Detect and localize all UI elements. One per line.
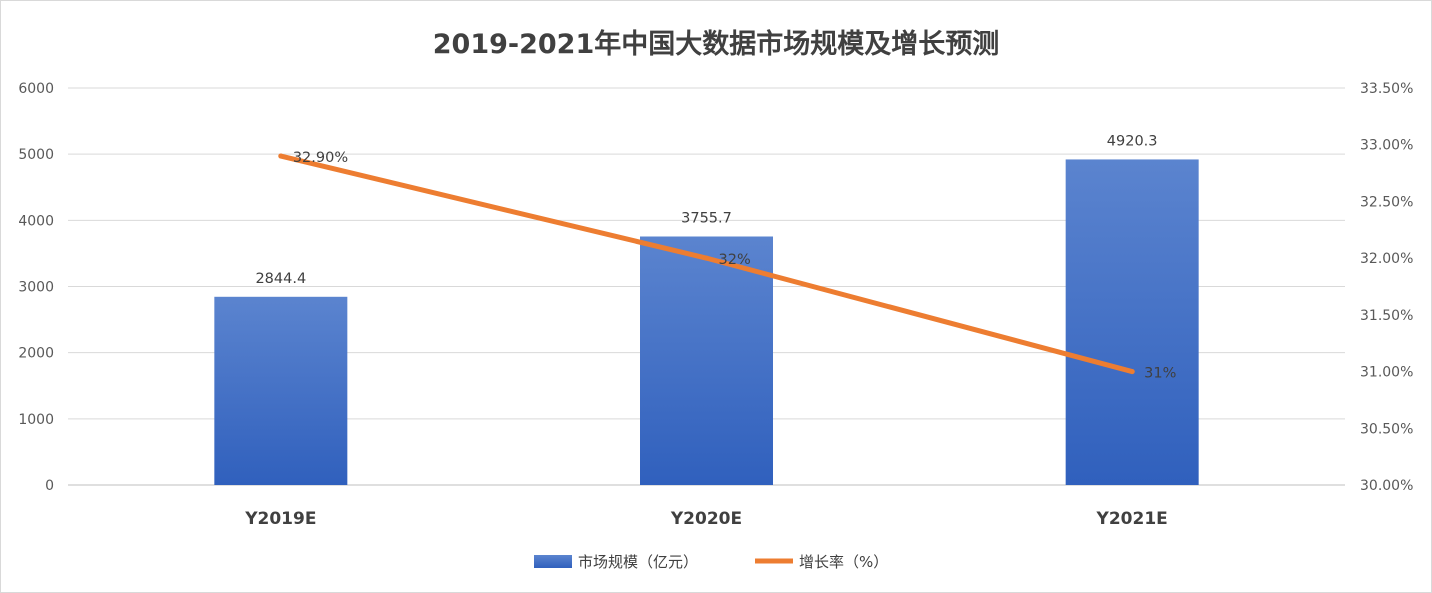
left-axis-tick-label: 2000 <box>18 346 54 362</box>
right-axis-tick-label: 32.50% <box>1360 194 1413 210</box>
right-axis-tick-label: 30.50% <box>1360 421 1413 437</box>
left-axis-tick-label: 5000 <box>18 147 54 163</box>
right-axis-tick-label: 30.00% <box>1360 478 1413 494</box>
legend-bar-label: 市场规模（亿元） <box>578 553 698 571</box>
left-axis-tick-label: 3000 <box>18 280 54 296</box>
bar-data-label: 2844.4 <box>255 271 306 287</box>
bar-data-label: 3755.7 <box>681 210 732 226</box>
left-axis-tick-label: 4000 <box>18 213 54 229</box>
right-axis-tick-label: 32.00% <box>1360 251 1413 267</box>
line-data-label: 32% <box>719 252 751 268</box>
bar-data-label: 4920.3 <box>1107 133 1158 149</box>
right-axis-tick-label: 31.00% <box>1360 365 1413 381</box>
right-axis-tick-label: 33.00% <box>1360 138 1413 154</box>
bar <box>1065 159 1199 485</box>
bar <box>640 236 773 485</box>
left-axis-tick-label: 1000 <box>18 412 54 428</box>
right-axis-tick-label: 33.50% <box>1360 81 1413 97</box>
line-data-label: 32.90% <box>293 150 348 166</box>
left-axis-tick-label: 0 <box>45 478 54 494</box>
legend-bar-swatch <box>534 555 572 568</box>
line-data-label: 31% <box>1144 366 1176 382</box>
legend-line-label: 增长率（%） <box>799 553 888 571</box>
chart-title: 2019-2021年中国大数据市场规模及增长预测 <box>432 29 1000 60</box>
category-label: Y2019E <box>244 509 316 529</box>
bar <box>214 296 348 485</box>
category-label: Y2021E <box>1096 509 1168 529</box>
right-axis-tick-label: 31.50% <box>1360 308 1413 324</box>
line-point <box>704 255 709 261</box>
left-axis-tick-label: 6000 <box>18 81 54 97</box>
line-point <box>278 153 284 159</box>
line-point <box>1129 369 1135 375</box>
category-label: Y2020E <box>670 509 742 529</box>
